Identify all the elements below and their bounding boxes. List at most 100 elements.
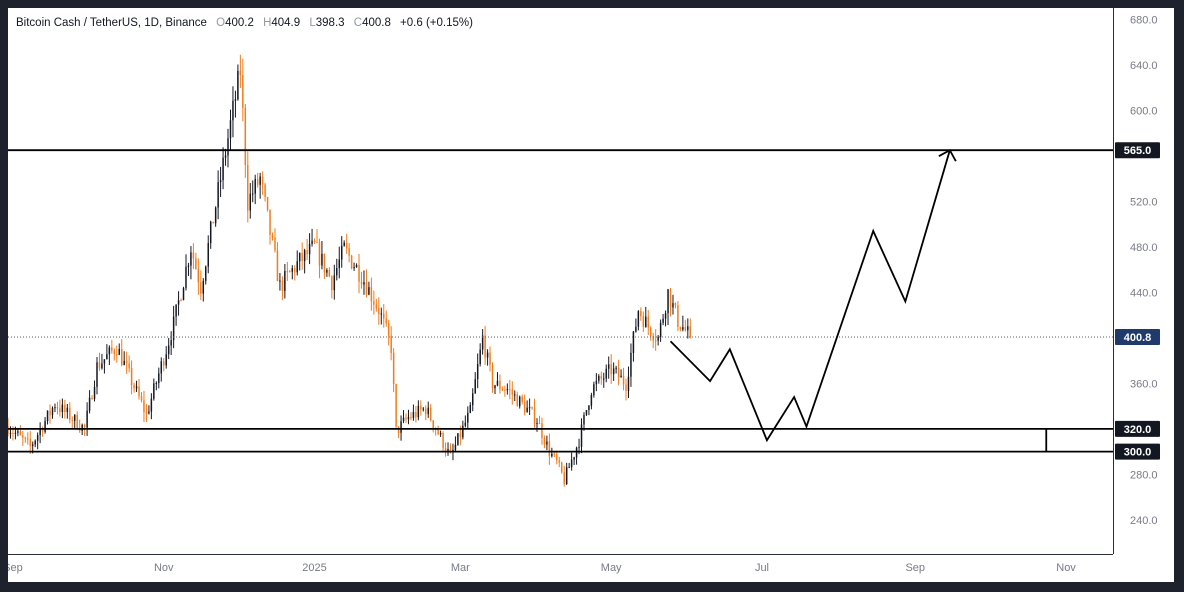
level-badge-label: 320.0 [1124,424,1152,436]
candle-body [296,261,298,273]
candle-body [306,250,308,255]
candle-body [195,258,197,269]
candle-body [432,420,434,429]
candle-body [627,376,630,391]
candle-body [205,266,207,281]
candle-body [69,407,71,421]
candle-body [595,380,598,385]
candle-body [12,433,14,435]
candle-body [380,313,383,315]
candle-body [261,176,264,185]
candle-body [313,240,316,243]
candle-body [481,335,484,350]
y-tick-label: 280.0 [1130,469,1158,481]
projection-path [669,149,951,443]
candle-body [160,361,163,374]
candle-body [484,335,486,358]
price-chart[interactable]: 240.0 280.0 360.0 440.0 480.0 520.0 600.0 640.0… [8,8,1174,582]
candle-body [667,289,669,314]
candle-body [165,354,167,366]
candle-body [687,326,689,331]
candle-body [22,435,24,438]
candle-body [467,412,469,423]
candle-body [462,425,464,438]
candle-body [86,410,88,428]
candle-body [439,433,442,435]
candle-body [123,360,125,365]
candle-body [588,405,590,411]
candle-body [227,138,229,156]
candle-body [303,250,306,262]
change-value: +0.6 (+0.15%) [400,17,473,29]
candle-body [91,397,93,400]
candle-body [49,410,51,415]
candle-body [217,182,219,208]
candle-body [180,300,182,302]
candle-body [118,348,120,355]
candle-body [185,266,187,288]
candle-body [321,253,323,266]
candle-body [415,411,417,418]
candle-body [17,431,19,433]
candle-body [44,421,46,432]
candle-body [350,255,353,269]
candle-body [74,415,76,421]
candle-body [229,120,232,139]
candle-body [472,393,474,406]
candle-body [61,404,64,413]
candle-body [531,407,533,409]
candle-body [108,347,111,355]
open-label: O [216,17,226,29]
x-tick-label: Nov [1056,562,1076,574]
candle-body [175,304,177,317]
candle-body [345,242,348,249]
candle-body [190,252,192,266]
candle-body [526,407,528,413]
candle-body [101,363,103,369]
candle-body [378,308,380,315]
candle-body [479,349,481,365]
candle-body [133,385,135,389]
candle-body [573,457,575,460]
candle-body [363,282,365,285]
candle-body [454,444,457,450]
candle-body [242,75,244,108]
chart-panel[interactable]: 240.0 280.0 360.0 440.0 480.0 520.0 600.0 640.0… [8,8,1174,582]
candle-body [172,316,175,341]
x-tick-label: Jul [755,562,769,574]
candle-body [464,422,467,426]
y-tick-label: 480.0 [1130,242,1158,254]
candle-body [400,421,402,433]
candle-body [630,352,632,377]
candle-body [509,388,511,390]
candle-body [622,375,625,385]
y-tick-label: 360.0 [1130,378,1158,390]
close-label: C [353,17,363,29]
candle-body [39,428,41,436]
close-value: 400.8 [362,17,391,29]
candle-body [96,362,98,387]
candle-body [518,396,521,407]
candle-body [294,268,296,273]
candle-body [447,449,449,452]
candle-body [632,331,635,353]
candle-body [209,221,212,244]
candle-body [326,270,328,273]
candle-body [224,155,227,158]
candle-body [370,287,373,302]
candle-body [244,107,247,166]
candle-body [340,245,343,260]
candle-body [437,429,439,435]
last-price-badge [1115,328,1160,345]
candle-body [64,404,66,412]
candle-body [556,454,558,461]
high-value: 404.9 [271,17,301,29]
candle-body [474,379,476,394]
candle-body [333,275,336,291]
candle-body [323,253,326,273]
candle-body [202,280,205,294]
candle-body [298,253,301,262]
last-price-badge-label: 400.8 [1124,332,1152,344]
candle-body [387,323,390,336]
candle-body [511,389,514,395]
